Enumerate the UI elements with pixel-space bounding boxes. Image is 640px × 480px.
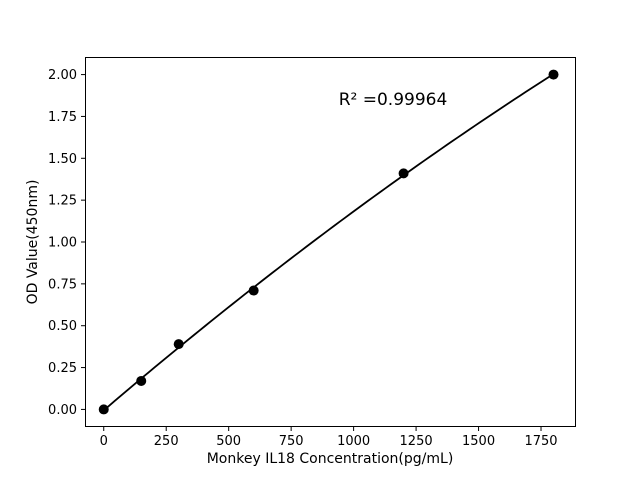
data-point bbox=[248, 285, 259, 296]
data-point bbox=[398, 168, 409, 179]
r-squared-annotation: R² =0.99964 bbox=[338, 90, 448, 110]
fit-curve bbox=[102, 73, 555, 412]
x-tick-label: 1500 bbox=[462, 434, 495, 449]
y-tick-label: 1.50 bbox=[48, 152, 77, 167]
x-tick-label: 1750 bbox=[524, 434, 557, 449]
y-tick-label: 0.25 bbox=[48, 361, 77, 376]
x-tick-label: 250 bbox=[154, 434, 179, 449]
y-tick-label: 2.00 bbox=[48, 68, 77, 83]
y-tick-label: 1.75 bbox=[48, 110, 77, 125]
y-tick-label: 1.00 bbox=[48, 236, 77, 251]
y-tick-label: 0.75 bbox=[48, 277, 77, 292]
x-axis-label: Monkey IL18 Concentration(pg/mL) bbox=[206, 451, 454, 467]
x-tick-label: 0 bbox=[100, 434, 108, 449]
x-tick-label: 1250 bbox=[400, 434, 433, 449]
x-tick-label: 1000 bbox=[337, 434, 370, 449]
axes-spines bbox=[85, 57, 576, 427]
x-tick-label: 750 bbox=[279, 434, 304, 449]
x-tick-label: 500 bbox=[216, 434, 241, 449]
y-axis-label: OD Value(450nm) bbox=[25, 179, 41, 305]
y-tick-label: 0.50 bbox=[48, 319, 77, 334]
data-point bbox=[173, 339, 184, 350]
y-tick-label: 1.25 bbox=[48, 194, 77, 209]
data-point bbox=[136, 375, 147, 386]
y-tick-label: 0.00 bbox=[48, 403, 77, 418]
